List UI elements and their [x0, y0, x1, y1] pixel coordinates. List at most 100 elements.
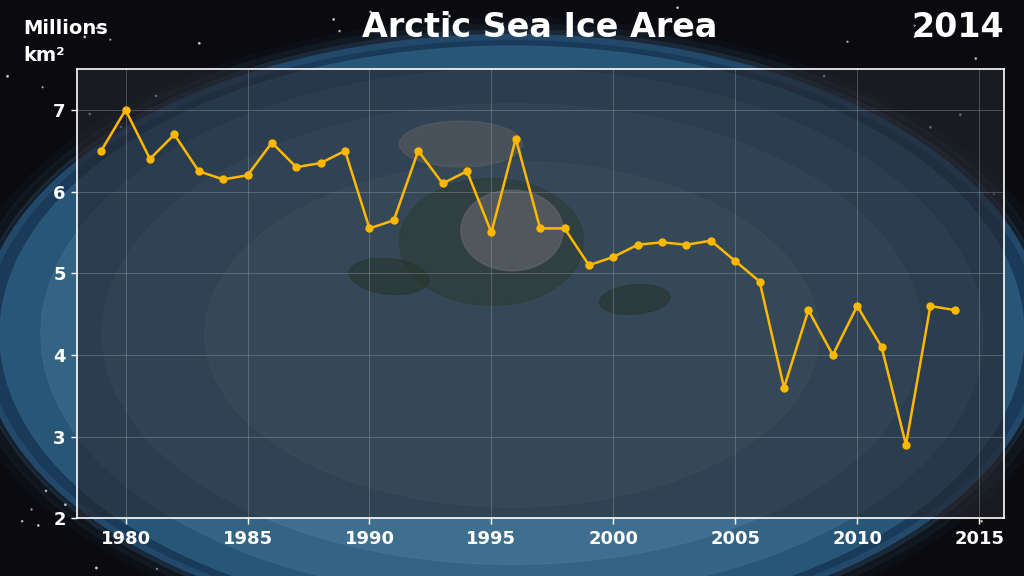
Point	[634, 25, 650, 34]
Point	[651, 456, 668, 465]
Text: Millions: Millions	[24, 18, 108, 37]
Point	[835, 108, 851, 118]
Text: km²: km²	[24, 46, 65, 65]
Point	[1008, 319, 1024, 328]
Point	[788, 407, 805, 416]
Point	[560, 496, 577, 505]
Point	[865, 541, 882, 550]
Point	[293, 388, 309, 397]
Point	[411, 471, 427, 480]
Point	[869, 383, 886, 392]
Point	[102, 35, 119, 44]
Point	[135, 326, 152, 335]
Point	[372, 172, 388, 181]
Ellipse shape	[399, 121, 522, 167]
Point	[951, 204, 968, 214]
Point	[559, 476, 575, 485]
Point	[125, 302, 141, 312]
Ellipse shape	[349, 259, 429, 294]
Point	[657, 294, 674, 304]
Point	[755, 491, 771, 500]
Point	[984, 275, 1000, 285]
Point	[439, 94, 456, 103]
Point	[459, 296, 475, 305]
Point	[147, 92, 164, 101]
Point	[449, 39, 465, 48]
Point	[714, 435, 730, 444]
Point	[845, 112, 861, 122]
Point	[452, 350, 468, 359]
Point	[670, 3, 686, 12]
Point	[560, 192, 577, 202]
Point	[904, 253, 921, 262]
Point	[709, 437, 725, 446]
Point	[185, 108, 202, 118]
Point	[37, 252, 53, 261]
Point	[779, 226, 796, 235]
Point	[408, 467, 424, 476]
Point	[705, 541, 721, 551]
Point	[485, 153, 502, 162]
Point	[642, 41, 658, 50]
Point	[771, 495, 787, 505]
Point	[794, 523, 810, 532]
Point	[473, 34, 489, 43]
Point	[90, 418, 106, 427]
Point	[843, 176, 859, 185]
Point	[418, 263, 434, 272]
Point	[224, 146, 241, 155]
Point	[161, 480, 177, 490]
Ellipse shape	[600, 285, 670, 314]
Point	[906, 21, 923, 30]
Point	[916, 491, 933, 500]
Point	[14, 517, 31, 526]
Point	[326, 15, 342, 24]
Point	[983, 330, 999, 339]
Point	[559, 242, 575, 251]
Point	[819, 185, 836, 194]
Point	[519, 415, 536, 425]
Point	[148, 564, 165, 574]
Circle shape	[205, 161, 819, 507]
Point	[840, 37, 856, 46]
Point	[585, 359, 601, 369]
Point	[939, 455, 955, 464]
Point	[193, 307, 209, 316]
Point	[434, 400, 451, 410]
Point	[775, 488, 792, 498]
Point	[905, 351, 922, 360]
Point	[199, 331, 215, 340]
Point	[84, 332, 100, 341]
Point	[316, 379, 333, 388]
Point	[239, 501, 255, 510]
Point	[103, 303, 120, 312]
Point	[597, 495, 613, 505]
Point	[301, 85, 317, 94]
Circle shape	[102, 104, 922, 564]
Point	[909, 473, 926, 482]
Point	[38, 486, 54, 495]
Point	[930, 502, 946, 511]
Point	[676, 487, 692, 497]
Point	[135, 533, 152, 542]
Point	[437, 32, 454, 41]
Point	[790, 77, 806, 86]
Point	[173, 361, 189, 370]
Point	[476, 120, 493, 130]
Point	[977, 202, 993, 211]
Point	[372, 330, 388, 339]
Ellipse shape	[461, 190, 563, 271]
Point	[254, 362, 270, 371]
Point	[15, 218, 32, 227]
Point	[784, 124, 801, 133]
Point	[191, 39, 208, 48]
Point	[670, 281, 686, 290]
Point	[465, 356, 481, 365]
Point	[564, 407, 581, 416]
Circle shape	[0, 46, 1024, 576]
Point	[562, 67, 579, 77]
Point	[570, 393, 587, 402]
Point	[792, 142, 808, 151]
Point	[157, 270, 173, 279]
Point	[974, 517, 990, 526]
